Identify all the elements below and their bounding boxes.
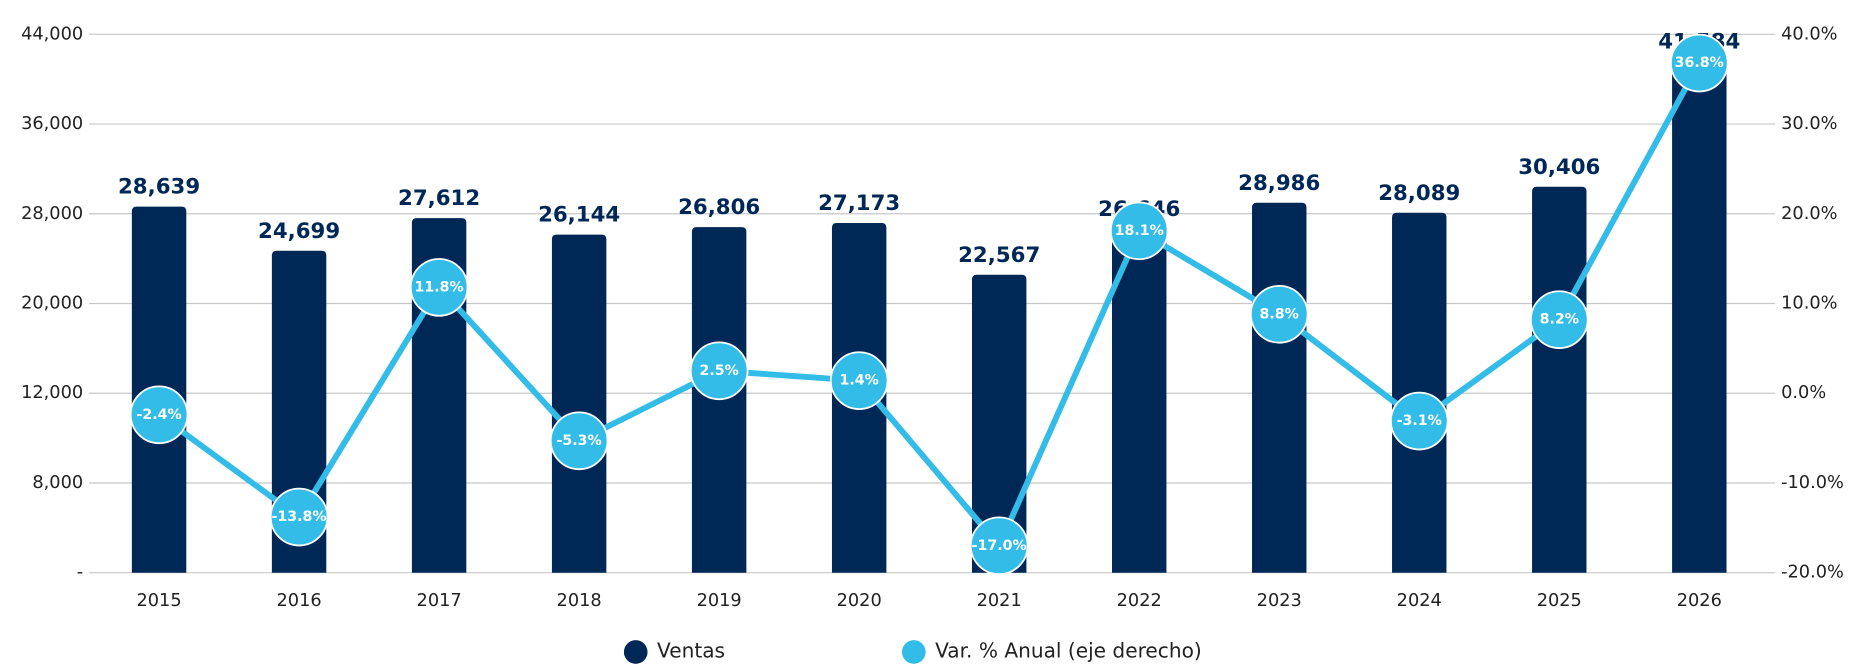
bar-value-label: 26,144 xyxy=(538,203,620,228)
bar-value-label: 28,986 xyxy=(1238,171,1320,196)
point xyxy=(969,516,1029,576)
point xyxy=(829,351,889,410)
y-tick-label: - xyxy=(77,563,83,583)
bar xyxy=(1532,186,1587,573)
x-tick-label: 2019 xyxy=(697,591,742,611)
point-value-label: 8.2% xyxy=(1540,312,1579,328)
y-tick-label: 12,000 xyxy=(21,383,83,403)
bar xyxy=(1672,61,1727,573)
y2-tick-label: 30.0% xyxy=(1781,114,1837,134)
y2-tick-label: 40.0% xyxy=(1781,24,1837,44)
bar xyxy=(551,234,607,573)
gridlines xyxy=(89,33,1770,574)
bar-value-label: 28,639 xyxy=(118,175,200,200)
point xyxy=(1389,391,1449,451)
y2-tick-label: 0.0% xyxy=(1781,383,1826,403)
point xyxy=(1109,201,1169,261)
legend-label: Ventas xyxy=(657,638,725,662)
y-tick-label: 36,000 xyxy=(21,114,83,134)
point-value-label: -17.0% xyxy=(972,538,1027,554)
y2-tick-label: -10.0% xyxy=(1781,473,1844,493)
legend-swatch xyxy=(901,640,926,664)
point xyxy=(549,411,609,471)
point-value-label: 18.1% xyxy=(1115,223,1164,239)
x-tick-label: 2018 xyxy=(557,591,602,611)
y-tick-label: 20,000 xyxy=(21,294,83,314)
legend-swatch xyxy=(623,640,648,664)
x-tick-label: 2023 xyxy=(1257,591,1302,611)
y-tick-label: 28,000 xyxy=(21,204,83,224)
bar xyxy=(971,274,1027,573)
x-tick-label: 2016 xyxy=(277,591,322,611)
point xyxy=(1529,290,1589,349)
point-value-label: 2.5% xyxy=(699,363,738,379)
point xyxy=(689,341,749,401)
point-value-label: -3.1% xyxy=(1397,413,1442,429)
y-tick-label: 8,000 xyxy=(32,473,83,493)
y2-tick-label: 20.0% xyxy=(1781,204,1837,224)
x-tick-label: 2025 xyxy=(1537,591,1582,611)
line xyxy=(157,61,1702,549)
point xyxy=(129,385,189,445)
x-tick-label: 2026 xyxy=(1677,591,1722,611)
x-tick-label: 2024 xyxy=(1397,591,1442,611)
point-value-label: 36.8% xyxy=(1675,55,1724,71)
point-value-label: 1.4% xyxy=(839,373,878,389)
point-value-label: -13.8% xyxy=(272,509,327,525)
point xyxy=(409,258,469,317)
bar-value-label: 28,089 xyxy=(1378,181,1460,206)
legend-label: Var. % Anual (eje derecho) xyxy=(935,638,1202,662)
y-tick-label: 44,000 xyxy=(21,24,83,44)
point xyxy=(1249,284,1309,344)
x-tick-label: 2020 xyxy=(837,591,882,611)
x-tick-label: 2017 xyxy=(417,591,462,611)
point-value-label: 11.8% xyxy=(414,279,463,295)
bar-value-label: 27,612 xyxy=(398,186,480,211)
x-tick-label: 2022 xyxy=(1117,591,1162,611)
bar xyxy=(1111,228,1167,573)
x-tick-label: 2021 xyxy=(977,591,1022,611)
bar xyxy=(1252,202,1307,573)
y2-tick-label: 10.0% xyxy=(1781,294,1837,314)
point-value-label: 8.8% xyxy=(1260,306,1299,322)
bar-value-label: 30,406 xyxy=(1518,155,1600,180)
bar-value-label: 22,567 xyxy=(958,243,1040,268)
bar-value-label: 27,173 xyxy=(818,191,900,216)
y2-tick-label: -20.0% xyxy=(1781,563,1844,583)
point-value-label: -5.3% xyxy=(557,433,602,449)
point xyxy=(269,487,329,547)
x-tick-label: 2015 xyxy=(136,591,181,611)
point xyxy=(1670,33,1729,93)
bar-value-label: 26,806 xyxy=(678,195,760,220)
point-value-label: -2.4% xyxy=(136,407,181,423)
bar-value-label: 24,699 xyxy=(258,219,340,244)
